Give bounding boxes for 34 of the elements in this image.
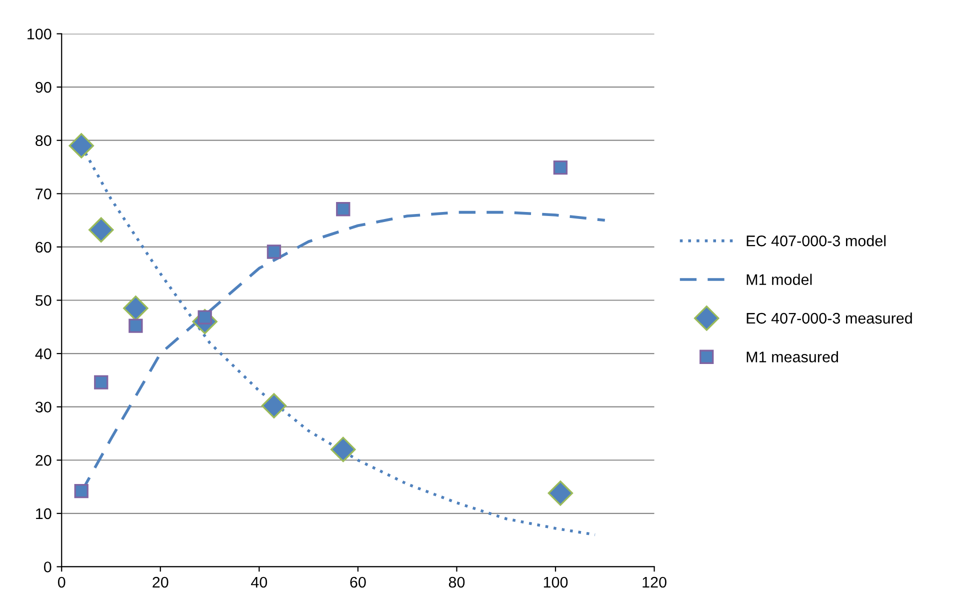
- y-tick-label: 100: [28, 28, 52, 40]
- y-tick-label: 30: [35, 402, 52, 413]
- x-tick-label: 40: [251, 576, 268, 588]
- x-tick-label: 120: [642, 576, 666, 588]
- point: [68, 133, 94, 158]
- y-tick-label: 10: [36, 508, 52, 520]
- legend-label: EC 407-000-3 measured: [746, 312, 912, 324]
- point: [123, 296, 148, 321]
- point: [261, 393, 287, 418]
- point: [330, 436, 356, 462]
- x-tick-label: 80: [448, 576, 465, 588]
- legend-label: M1 measured: [746, 351, 838, 362]
- y-tick-label: 0: [44, 562, 52, 572]
- y-tick-label: 50: [36, 295, 52, 306]
- y-tick-label: 80: [36, 135, 52, 146]
- x-tick-label: 0: [58, 576, 66, 588]
- point: [553, 160, 568, 175]
- y-tick-label: 70: [36, 188, 52, 200]
- point: [94, 375, 108, 390]
- legend-label: EC 407-000-3 model: [746, 235, 886, 246]
- legend-label: M1 model: [746, 274, 812, 286]
- point: [88, 217, 114, 243]
- y-tick-label: 90: [36, 82, 52, 93]
- x-tick-label: 20: [152, 576, 168, 588]
- y-tick-label: 40: [35, 348, 52, 360]
- y-tick-label: 20: [36, 455, 52, 466]
- point: [74, 484, 88, 498]
- point: [336, 202, 350, 216]
- point: [266, 244, 282, 259]
- point: [548, 480, 574, 506]
- y-tick-label: 60: [36, 242, 52, 253]
- point: [128, 318, 143, 333]
- x-tick-label: 100: [544, 576, 568, 588]
- x-tick-label: 60: [350, 576, 366, 588]
